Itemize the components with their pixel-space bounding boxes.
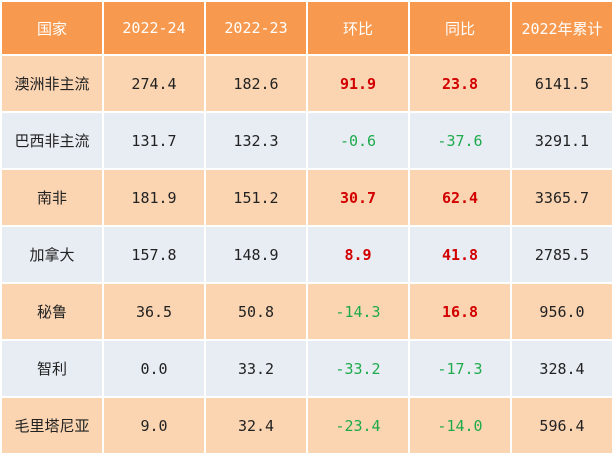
value-2022-23-cell: 33.2 (204, 339, 308, 398)
value-2022-23-cell: 182.6 (204, 54, 308, 113)
table-row: 智利 0.0 33.2 -33.2 -17.3 328.4 (0, 339, 614, 398)
yoy-cell: -37.6 (408, 111, 512, 170)
value-2022-23-cell: 148.9 (204, 225, 308, 284)
mom-cell: 8.9 (306, 225, 410, 284)
value-2022-24-cell: 9.0 (102, 396, 206, 455)
value-2022-24-cell: 0.0 (102, 339, 206, 398)
yoy-cell: 41.8 (408, 225, 512, 284)
table-body: 澳洲非主流 274.4 182.6 91.9 23.8 6141.5 巴西非主流… (0, 54, 614, 455)
header-yoy: 同比 (408, 0, 512, 56)
value-2022-24-cell: 274.4 (102, 54, 206, 113)
country-cell: 毛里塔尼亚 (0, 396, 104, 455)
value-2022-24-cell: 157.8 (102, 225, 206, 284)
header-2022-24: 2022-24 (102, 0, 206, 56)
yoy-cell: 16.8 (408, 282, 512, 341)
mom-cell: -0.6 (306, 111, 410, 170)
mom-cell: 30.7 (306, 168, 410, 227)
ytd-cell: 3291.1 (510, 111, 614, 170)
ytd-cell: 6141.5 (510, 54, 614, 113)
header-row: 国家 2022-24 2022-23 环比 同比 2022年累计 (0, 0, 614, 56)
header-2022-23: 2022-23 (204, 0, 308, 56)
country-cell: 加拿大 (0, 225, 104, 284)
yoy-cell: -17.3 (408, 339, 512, 398)
yoy-cell: 62.4 (408, 168, 512, 227)
table-row: 毛里塔尼亚 9.0 32.4 -23.4 -14.0 596.4 (0, 396, 614, 455)
yoy-cell: 23.8 (408, 54, 512, 113)
value-2022-24-cell: 181.9 (102, 168, 206, 227)
value-2022-24-cell: 36.5 (102, 282, 206, 341)
value-2022-23-cell: 151.2 (204, 168, 308, 227)
header-mom: 环比 (306, 0, 410, 56)
country-cell: 秘鲁 (0, 282, 104, 341)
country-cell: 巴西非主流 (0, 111, 104, 170)
table-row: 澳洲非主流 274.4 182.6 91.9 23.8 6141.5 (0, 54, 614, 113)
country-cell: 南非 (0, 168, 104, 227)
mom-cell: 91.9 (306, 54, 410, 113)
table-row: 巴西非主流 131.7 132.3 -0.6 -37.6 3291.1 (0, 111, 614, 170)
header-ytd: 2022年累计 (510, 0, 614, 56)
value-2022-23-cell: 32.4 (204, 396, 308, 455)
mom-cell: -33.2 (306, 339, 410, 398)
table-row: 秘鲁 36.5 50.8 -14.3 16.8 956.0 (0, 282, 614, 341)
ytd-cell: 328.4 (510, 339, 614, 398)
ytd-cell: 2785.5 (510, 225, 614, 284)
value-2022-23-cell: 132.3 (204, 111, 308, 170)
ytd-cell: 3365.7 (510, 168, 614, 227)
value-2022-23-cell: 50.8 (204, 282, 308, 341)
table-row: 加拿大 157.8 148.9 8.9 41.8 2785.5 (0, 225, 614, 284)
mom-cell: -23.4 (306, 396, 410, 455)
country-cell: 智利 (0, 339, 104, 398)
header-country: 国家 (0, 0, 104, 56)
table-row: 南非 181.9 151.2 30.7 62.4 3365.7 (0, 168, 614, 227)
value-2022-24-cell: 131.7 (102, 111, 206, 170)
ytd-cell: 956.0 (510, 282, 614, 341)
ytd-cell: 596.4 (510, 396, 614, 455)
mom-cell: -14.3 (306, 282, 410, 341)
country-cell: 澳洲非主流 (0, 54, 104, 113)
yoy-cell: -14.0 (408, 396, 512, 455)
